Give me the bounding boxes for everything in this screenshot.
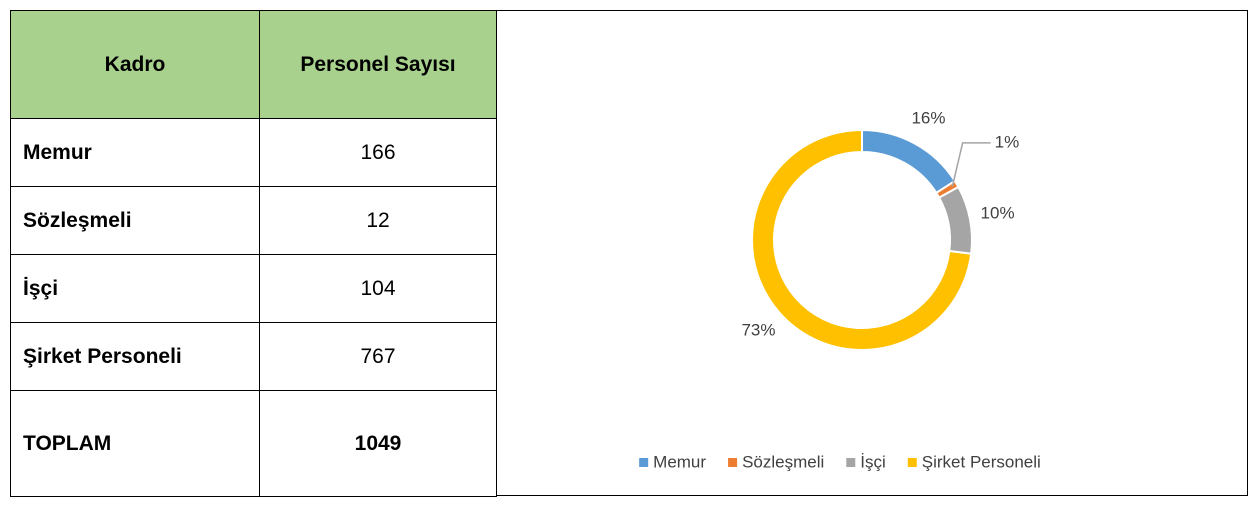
total-row: TOPLAM 1049 [10,390,497,497]
legend-swatch [846,458,856,467]
donut-segment [861,128,957,195]
donut-segment [937,185,973,255]
header-cell: Kadro [10,10,260,119]
cell: Memur [10,118,260,187]
data-label: 16% [911,109,945,128]
data-table: Kadro Personel Sayısı Memur 166 Sözleşmel… [10,10,497,497]
cell: TOPLAM [10,390,260,497]
legend-swatch [907,458,917,467]
legend-label: Şirket Personeli [922,452,1041,471]
cell: 166 [259,118,497,187]
leader-line [951,142,991,187]
cell: İşçi [10,254,260,323]
cell: 767 [259,322,497,391]
header-cell: Personel Sayısı [259,10,497,119]
cell: 104 [259,254,497,323]
header-row: Kadro Personel Sayısı [10,10,497,119]
data-label: 73% [741,321,775,340]
row: İşçi 104 [10,254,497,323]
chart: 16% 1% 10% 73% Memur Sözleşmeli İşçi Şirket Per… [496,10,1248,496]
chart-border [496,10,1248,496]
cell: Sözleşmeli [10,186,260,255]
row: Memur 166 [10,118,497,187]
row: Şirket Personeli 767 [10,322,497,391]
legend-label: Sözleşmeli [742,452,824,471]
row: Sözleşmeli 12 [10,186,497,255]
legend-label: Memur [653,452,706,471]
cell: 12 [259,186,497,255]
donut-segment [751,128,973,351]
data-label: 1% [995,132,1020,151]
legend-swatch [728,458,738,467]
cell: 1049 [259,390,497,497]
data-label: 10% [981,204,1015,223]
legend-swatch [639,458,649,467]
cell: Şirket Personeli [10,322,260,391]
legend-label: İşçi [860,452,886,471]
